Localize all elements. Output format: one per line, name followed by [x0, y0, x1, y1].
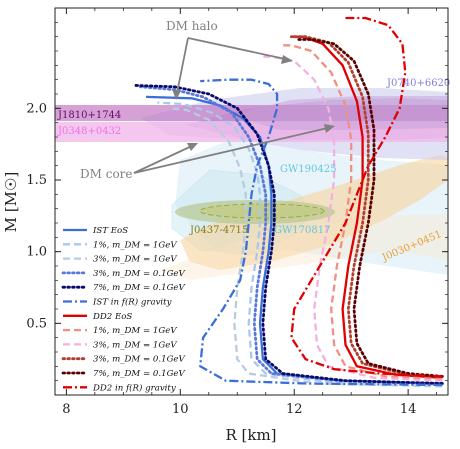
legend-label: 1%, m_DM = 1GeV: [93, 326, 177, 336]
series-line-6: [199, 78, 443, 387]
halo-arrowhead-right: [281, 55, 293, 64]
x-tick-label: 10: [172, 402, 189, 417]
series-line-10: [290, 35, 444, 378]
halo-arrow-left: [175, 37, 189, 99]
dm-core-label: DM core: [80, 167, 133, 181]
y-tick-label: 1.0: [26, 245, 47, 260]
legend-label: DD2 EoS: [92, 312, 132, 322]
series-line-2: [157, 101, 443, 387]
j0437-inner-region: [199, 203, 325, 219]
legend-label: 1%, m_DM = 1GeV: [93, 240, 177, 250]
label-j0437: J0437-4715: [189, 225, 248, 236]
core-arrow-lower: [133, 126, 333, 174]
y-axis-label: M [M☉]: [2, 172, 20, 233]
series-line-4: [139, 85, 444, 385]
legend-label: 7%, m_DM = 0.1GeV: [93, 369, 186, 379]
j0030-faint-band: [160, 215, 448, 280]
axis-ticks: 8 10 12 14 0.5 1.0 1.5 2.0: [26, 8, 448, 417]
dm-annotations: DM halo DM core: [80, 19, 335, 181]
legend-label: DD2 in f(R) gravity: [92, 382, 176, 393]
label-gw170817: GW170817: [274, 225, 330, 236]
legend-label: 3%, m_DM = 0.1GeV: [93, 355, 186, 365]
j0740-top-band: [230, 96, 448, 130]
x-tick-label: 12: [286, 402, 303, 417]
series-line-9: [260, 55, 443, 382]
x-tick-label: 8: [62, 402, 70, 417]
y-tick-label: 2.0: [26, 101, 47, 116]
series-line-7: [291, 35, 443, 379]
annotation-arrowheads: [172, 55, 335, 151]
label-j0740: J0740+6620: [386, 78, 450, 89]
legend-label: 3%, m_DM = 1GeV: [93, 255, 177, 265]
y-tick-label: 1.5: [26, 173, 47, 188]
core-arrowhead-lower: [324, 124, 335, 133]
label-j1810: J1810+1744: [57, 110, 121, 121]
legend-label: 3%, m_DM = 1GeV: [93, 340, 177, 350]
halo-arrowhead-left: [172, 89, 181, 100]
legend-label: IST EoS: [92, 226, 128, 236]
x-tick-label: 14: [400, 402, 417, 417]
core-arrow-upper: [133, 143, 197, 174]
core-arrowhead-upper: [187, 143, 198, 151]
series-line-3: [168, 107, 443, 388]
label-gw190425: GW190425: [280, 164, 336, 175]
legend-label: 7%, m_DM = 0.1GeV: [93, 283, 186, 293]
y-tick-label: 0.5: [26, 316, 47, 331]
series-line-12: [290, 16, 443, 378]
series-line-8: [280, 44, 443, 381]
annotation-arrows: [133, 37, 333, 174]
series-line-5: [133, 84, 444, 385]
label-j0348: J0348+0432: [57, 126, 121, 137]
mass-radius-curves: [133, 16, 444, 388]
x-axis-label: R [km]: [225, 426, 276, 444]
plot-frame: [54, 7, 449, 396]
legend-label: 3%, m_DM = 0.1GeV: [93, 269, 186, 279]
legend-label: IST in f(R) gravity: [92, 297, 172, 308]
series-line-11: [295, 38, 444, 378]
legend: IST EoS 1%, m_DM = 1GeV 3%, m_DM = 1GeV 3%,…: [61, 226, 186, 393]
halo-arrow-right: [187, 37, 291, 61]
dm-halo-label: DM halo: [166, 19, 218, 33]
